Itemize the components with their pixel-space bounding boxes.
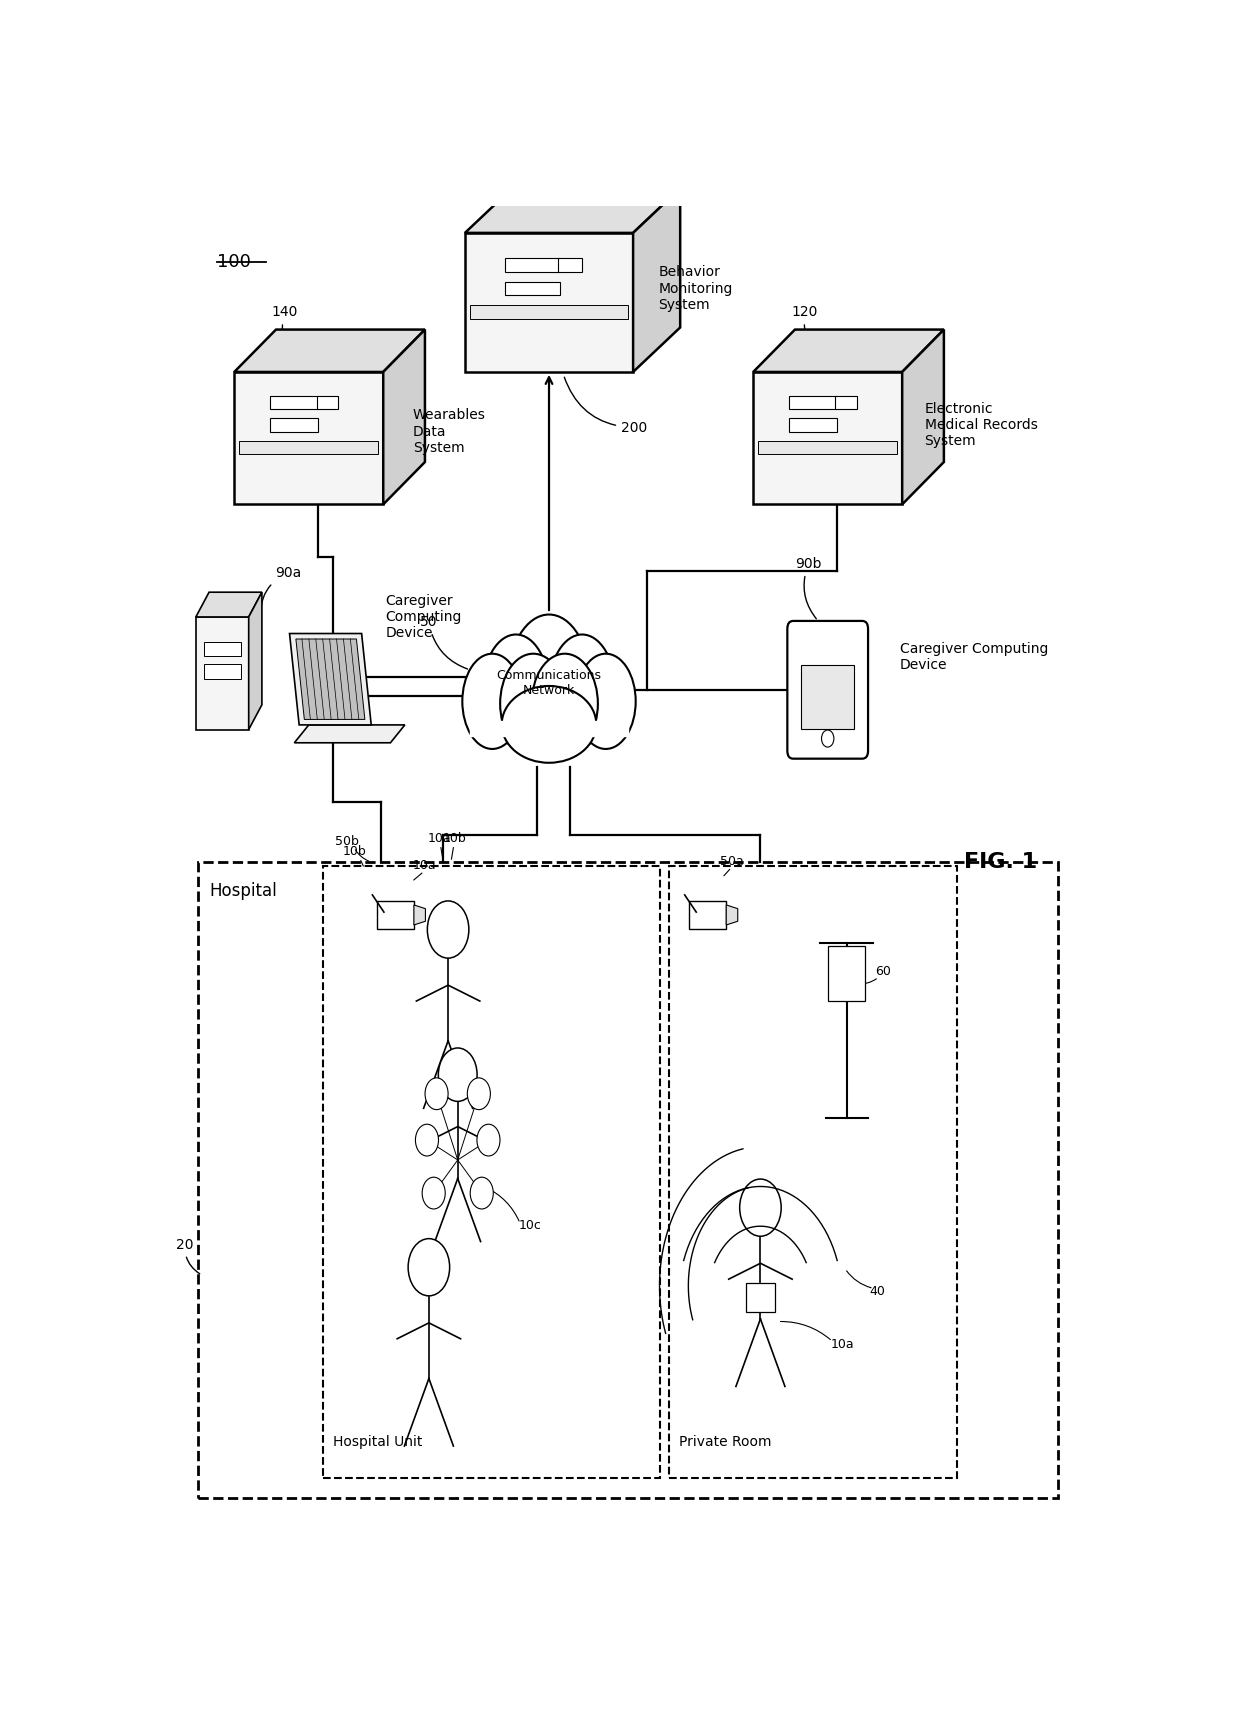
Text: Caregiver Computing
Device: Caregiver Computing Device — [900, 642, 1048, 673]
Ellipse shape — [549, 635, 615, 745]
Text: Hospital Unit: Hospital Unit — [332, 1434, 422, 1448]
Circle shape — [408, 1238, 450, 1295]
Text: 140: 140 — [272, 306, 298, 363]
Circle shape — [822, 729, 833, 746]
Polygon shape — [903, 330, 944, 504]
Polygon shape — [196, 617, 249, 729]
Polygon shape — [294, 724, 404, 743]
Ellipse shape — [532, 654, 598, 753]
Text: 10b: 10b — [343, 845, 367, 858]
Polygon shape — [234, 372, 383, 504]
Polygon shape — [505, 282, 559, 296]
Ellipse shape — [500, 654, 567, 753]
Text: 10a: 10a — [412, 858, 436, 872]
Text: Wearables
Data
System: Wearables Data System — [413, 408, 486, 454]
Text: 50a: 50a — [719, 855, 744, 867]
Text: Electronic
Medical Records
System: Electronic Medical Records System — [925, 402, 1038, 449]
Polygon shape — [234, 330, 425, 372]
Polygon shape — [753, 330, 944, 372]
Text: 10c: 10c — [518, 1219, 541, 1232]
Text: Private Room: Private Room — [678, 1434, 771, 1448]
Text: 10a: 10a — [428, 832, 451, 845]
Bar — [746, 1283, 775, 1312]
Circle shape — [740, 1178, 781, 1237]
Polygon shape — [836, 396, 857, 409]
Text: 90a: 90a — [260, 566, 301, 614]
Polygon shape — [727, 905, 738, 925]
Ellipse shape — [502, 686, 596, 762]
Circle shape — [467, 1078, 490, 1109]
FancyBboxPatch shape — [801, 666, 854, 729]
Polygon shape — [383, 330, 425, 504]
Text: Caregiver
Computing
Device: Caregiver Computing Device — [386, 593, 463, 640]
Circle shape — [477, 1125, 500, 1156]
FancyBboxPatch shape — [787, 621, 868, 759]
Text: 40: 40 — [869, 1285, 885, 1299]
Text: 10a: 10a — [831, 1338, 854, 1350]
Polygon shape — [203, 664, 241, 679]
Polygon shape — [270, 418, 317, 432]
Text: Communications
Network: Communications Network — [496, 669, 601, 697]
Text: 100: 100 — [217, 253, 252, 270]
Text: 90b: 90b — [795, 557, 822, 619]
Polygon shape — [828, 946, 866, 1001]
Ellipse shape — [482, 635, 549, 745]
Circle shape — [428, 901, 469, 958]
Text: 120: 120 — [791, 306, 826, 363]
Polygon shape — [758, 440, 898, 454]
Circle shape — [470, 1176, 494, 1209]
Polygon shape — [270, 396, 317, 409]
Text: 20: 20 — [176, 1238, 200, 1275]
Circle shape — [439, 1047, 477, 1101]
Polygon shape — [634, 189, 681, 372]
Polygon shape — [465, 232, 634, 372]
Polygon shape — [414, 905, 425, 925]
Polygon shape — [689, 901, 727, 929]
Polygon shape — [789, 418, 837, 432]
Text: 60: 60 — [875, 965, 892, 977]
Polygon shape — [239, 440, 378, 454]
Polygon shape — [465, 189, 681, 232]
Polygon shape — [753, 372, 903, 504]
Polygon shape — [249, 592, 262, 729]
Circle shape — [425, 1078, 448, 1109]
Polygon shape — [203, 642, 241, 657]
Polygon shape — [558, 258, 583, 272]
Text: Hospital: Hospital — [210, 882, 278, 900]
Text: 50: 50 — [420, 616, 467, 669]
Circle shape — [422, 1176, 445, 1209]
Text: FIG. 1: FIG. 1 — [965, 851, 1037, 872]
Polygon shape — [505, 258, 559, 272]
Ellipse shape — [508, 614, 590, 750]
Polygon shape — [290, 633, 371, 724]
Polygon shape — [296, 640, 365, 719]
Text: 10b: 10b — [443, 832, 466, 845]
Circle shape — [415, 1125, 439, 1156]
Ellipse shape — [575, 654, 636, 748]
Polygon shape — [377, 901, 414, 929]
Text: 200: 200 — [564, 377, 647, 435]
Text: 50b: 50b — [335, 834, 360, 848]
Polygon shape — [316, 396, 339, 409]
Polygon shape — [789, 396, 837, 409]
Text: Behavior
Monitoring
System: Behavior Monitoring System — [658, 265, 733, 311]
Ellipse shape — [463, 654, 522, 748]
Polygon shape — [470, 304, 629, 320]
Polygon shape — [196, 592, 262, 617]
